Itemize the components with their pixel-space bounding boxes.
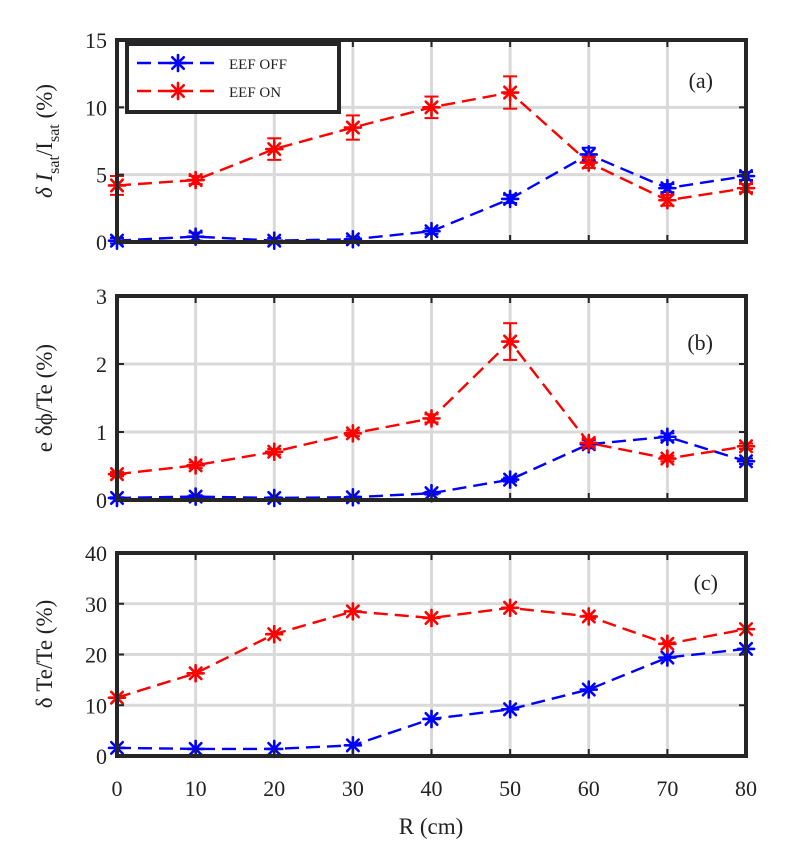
x-tick-label: 60	[578, 776, 600, 801]
data-point-eef-on-b	[658, 449, 677, 468]
x-tick-label: 20	[263, 776, 285, 801]
data-point-eef-off-b	[658, 427, 677, 447]
x-tick-label: 50	[499, 776, 521, 801]
y-tick-label-c: 40	[85, 541, 107, 566]
x-tick-label: 40	[421, 776, 443, 801]
data-point-eef-on-c	[658, 634, 677, 654]
legend-sample-eef-off-marker	[168, 53, 188, 73]
x-tick-label: 80	[735, 776, 757, 801]
y-tick-label-c: 0	[96, 744, 107, 769]
y-tick-label-b: 2	[96, 352, 107, 377]
panel-label-b: (b)	[687, 330, 713, 355]
data-point-eef-on-b	[500, 332, 520, 351]
data-point-eef-on-c	[186, 663, 205, 683]
data-point-eef-off-b	[500, 470, 520, 489]
data-point-eef-on-a	[264, 139, 284, 159]
data-point-eef-on-a	[579, 153, 599, 172]
y-tick-label-c: 10	[85, 693, 107, 718]
legend-label-off: EEF OFF	[229, 57, 287, 73]
x-tick-label: 0	[112, 776, 123, 801]
legend-label-on: EEF ON	[229, 85, 281, 101]
series-line-eef-on-c	[116, 606, 747, 699]
legend-box	[125, 42, 341, 114]
legend: EEF OFF EEF ON	[125, 42, 341, 114]
x-tick-label: 30	[342, 776, 364, 801]
data-point-eef-off-a	[500, 189, 520, 209]
series-line-eef-off-b	[116, 435, 747, 500]
data-point-eef-off-c	[579, 680, 599, 699]
x-axis-label: R (cm)	[399, 814, 464, 839]
legend-sample-eef-off	[137, 53, 219, 73]
y-axis-label-a: δ Isat/Isat (%)	[32, 84, 63, 198]
data-point-eef-on-b	[186, 456, 205, 475]
y-axis-label-c: δ Te/Te (%)	[32, 600, 57, 709]
y-tick-label-b: 1	[96, 420, 107, 445]
data-point-eef-off-c	[343, 736, 363, 755]
data-point-eef-on-c	[579, 607, 599, 626]
data-point-eef-on-b	[422, 409, 441, 428]
y-axis-label-b: e δϕ/Te (%)	[32, 344, 57, 452]
panel-label-a: (a)	[689, 68, 713, 93]
x-tick-label: 10	[185, 776, 207, 801]
y-tick-label-a: 5	[96, 163, 107, 188]
data-point-eef-on-b	[264, 442, 284, 462]
data-point-eef-on-a	[658, 190, 677, 210]
data-point-eef-on-a	[186, 170, 205, 190]
data-point-eef-off-c	[422, 709, 441, 729]
x-tick-label: 70	[656, 776, 678, 801]
y-tick-label-a: 15	[85, 28, 107, 53]
data-point-eef-on-a	[343, 118, 363, 137]
data-point-eef-on-c	[264, 624, 284, 644]
data-point-eef-on-c	[343, 602, 363, 621]
data-point-eef-on-c	[500, 598, 520, 618]
data-point-eef-on-b	[343, 424, 363, 443]
y-tick-label-c: 30	[85, 592, 107, 617]
y-tick-label-c: 20	[85, 643, 107, 668]
y-tick-label-a: 0	[96, 230, 107, 255]
data-point-eef-off-c	[500, 700, 520, 719]
y-tick-label-b: 3	[96, 284, 107, 309]
panel-a: 0 5 10 15 (a) δ Isat/Isat (%) EEF OFF EEF O…	[32, 28, 756, 255]
data-point-eef-on-c	[422, 608, 441, 628]
data-point-eef-on-a	[422, 98, 441, 117]
panel-c: 0 10 20 30 40 (c) δ Te/Te (%)	[32, 541, 756, 769]
panel-label-c: (c)	[694, 570, 718, 595]
y-tick-label-a: 10	[85, 95, 107, 120]
y-tick-label-b: 0	[96, 488, 107, 513]
legend-sample-eef-on	[137, 81, 219, 101]
data-point-eef-on-a	[500, 83, 520, 102]
panel-b: 0 1 2 3 (b) e δϕ/Te (%)	[32, 284, 756, 513]
data-point-eef-on-b	[579, 433, 599, 453]
legend-sample-eef-on-marker	[168, 81, 188, 101]
